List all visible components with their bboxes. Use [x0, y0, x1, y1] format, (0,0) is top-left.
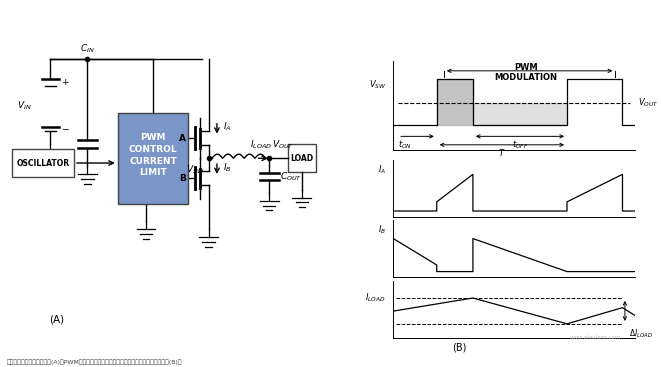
Text: $t_{ON}$: $t_{ON}$: [398, 139, 412, 152]
Text: 图中给出了简化的电路框图(A)。PWM调制波形说明了高输入电压传感器能量收集的工作原理(B)。: 图中给出了简化的电路框图(A)。PWM调制波形说明了高输入电压传感器能量收集的工…: [7, 360, 182, 365]
Text: $V_{SW}$: $V_{SW}$: [186, 164, 205, 177]
Text: $\Delta I_{LOAD}$: $\Delta I_{LOAD}$: [629, 328, 652, 341]
Text: $I_B$: $I_B$: [378, 224, 386, 236]
Text: $C_{IN}$: $C_{IN}$: [80, 43, 95, 55]
Text: $V_{IN}$: $V_{IN}$: [17, 100, 32, 112]
Text: $I_{LOAD}$: $I_{LOAD}$: [250, 139, 272, 151]
Text: A: A: [178, 134, 186, 143]
Text: $C_{OUT}$: $C_{OUT}$: [280, 171, 302, 184]
Bar: [118, 113, 188, 204]
Text: $V_{OUT}$: $V_{OUT}$: [638, 97, 659, 109]
Text: $I_A$: $I_A$: [378, 163, 386, 176]
Text: B: B: [178, 174, 186, 183]
Bar: [288, 144, 316, 172]
Bar: [12, 149, 74, 177]
Text: $V_{OUT}$: $V_{OUT}$: [272, 139, 294, 151]
Text: $I_{LOAD}$: $I_{LOAD}$: [366, 292, 386, 304]
Text: $I_B$: $I_B$: [223, 161, 231, 174]
Text: LOAD: LOAD: [290, 154, 313, 163]
Text: $t_{OFF}$: $t_{OFF}$: [512, 139, 528, 152]
Text: (B): (B): [452, 342, 467, 352]
Text: +: +: [61, 78, 69, 87]
Text: PWM
CONTROL
CURRENT
LIMIT: PWM CONTROL CURRENT LIMIT: [129, 133, 177, 177]
Text: PWM
MODULATION: PWM MODULATION: [494, 63, 557, 82]
Text: (A): (A): [50, 314, 65, 324]
Text: $I_A$: $I_A$: [223, 121, 231, 133]
Text: $T$: $T$: [498, 148, 506, 159]
Text: OSCILLATOR: OSCILLATOR: [17, 159, 69, 167]
Text: $V_{SW}$: $V_{SW}$: [369, 79, 386, 91]
Text: www.elecfans.com: www.elecfans.com: [569, 335, 621, 340]
Text: −: −: [61, 124, 69, 133]
